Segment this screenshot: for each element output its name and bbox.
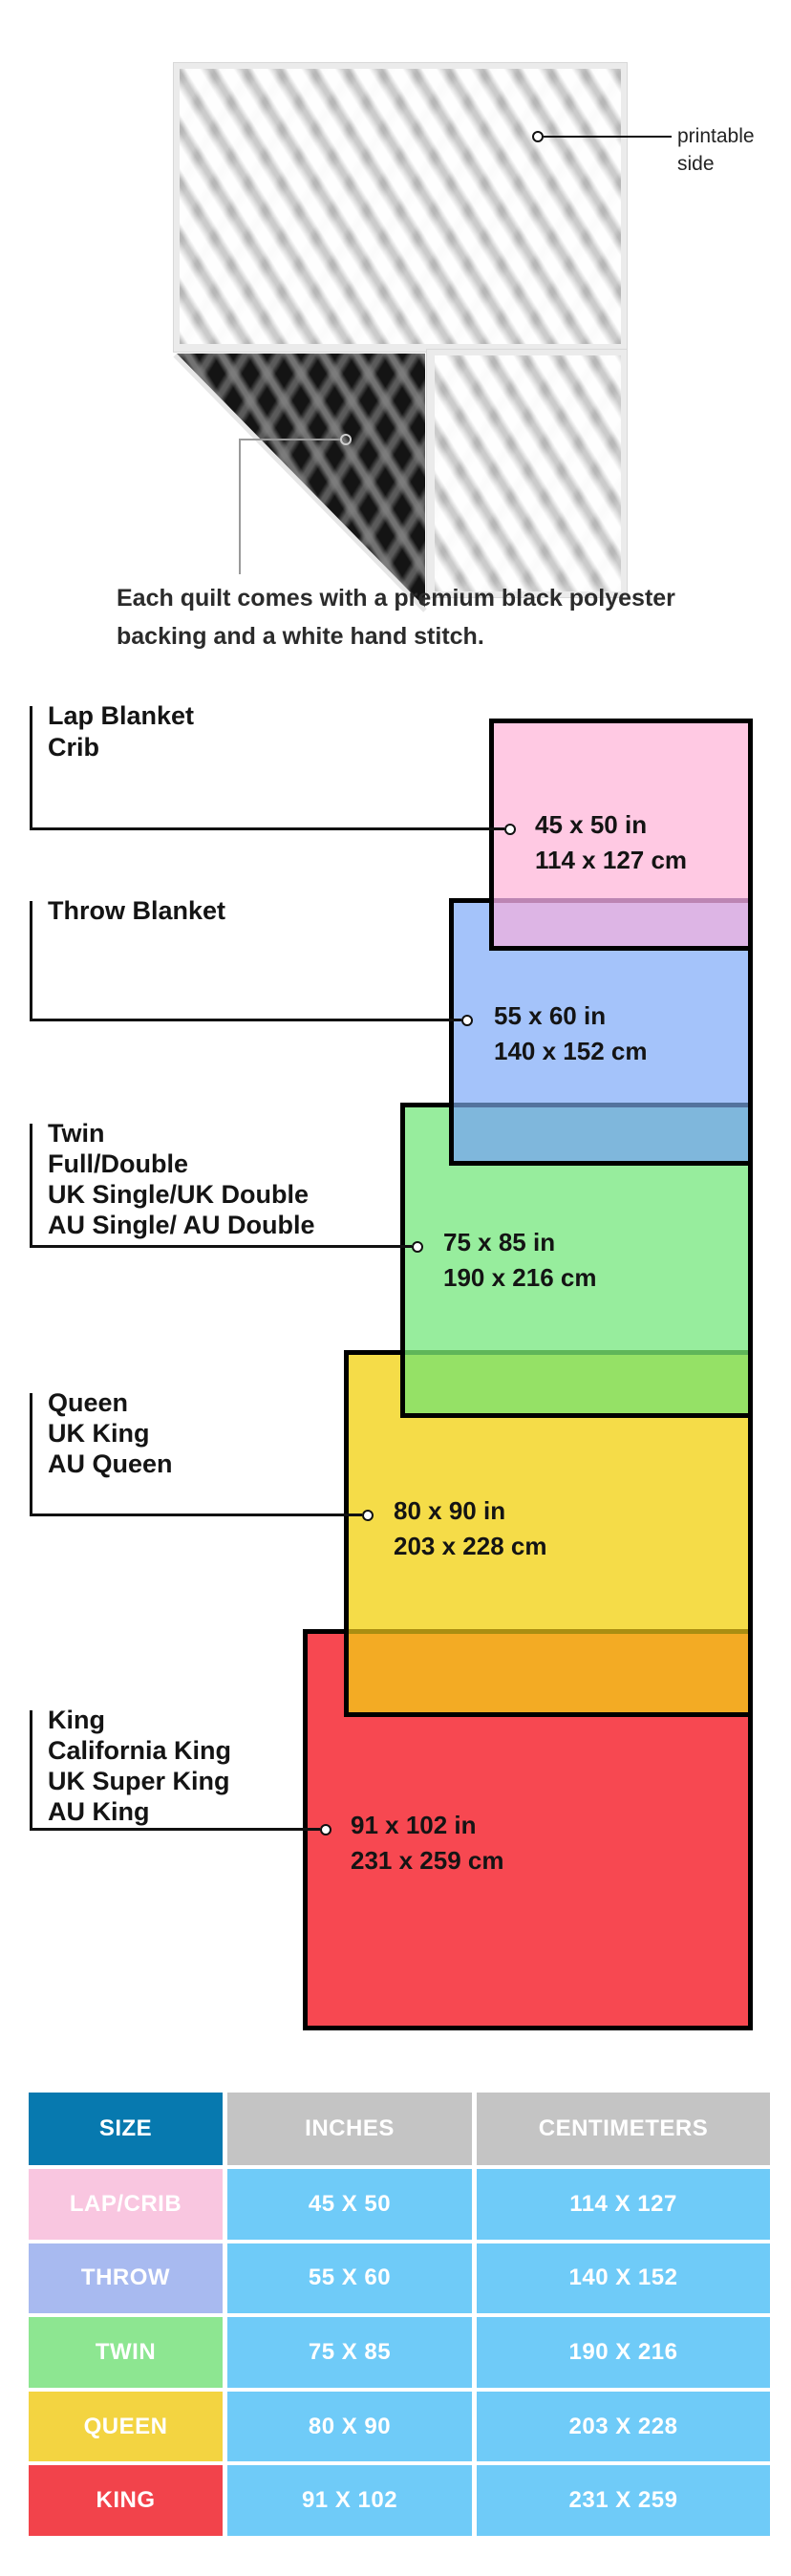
table-row-queen: QUEEN 80 X 90 203 X 228: [29, 2391, 770, 2462]
printable-side-label-line2: side: [677, 153, 715, 175]
label-line: Full/Double: [48, 1149, 188, 1178]
size-cell: THROW: [29, 2243, 223, 2314]
dimensions-cm: 140 x 152 cm: [494, 1037, 648, 1065]
label-line: AU Queen: [48, 1449, 173, 1478]
label-line: UK King: [48, 1419, 150, 1448]
dimensions-lap-crib: 45 x 50 in 114 x 127 cm: [535, 807, 687, 878]
black-backing-marker-dot: [340, 434, 352, 445]
quilt-caption-line2: backing and a white hand stitch.: [117, 623, 484, 650]
dimensions-inches: 55 x 60 in: [494, 1001, 607, 1030]
dimensions-inches: 91 x 102 in: [351, 1811, 477, 1839]
quilt-front-right: [427, 350, 627, 597]
printable-side-label: printable side: [677, 122, 755, 178]
printable-side-label-line1: printable: [677, 125, 755, 147]
cm-cell: 140 X 152: [477, 2243, 770, 2314]
size-table: SIZE INCHES CENTIMETERS LAP/CRIB 45 X 50…: [29, 2093, 770, 2536]
label-line: King: [48, 1706, 105, 1734]
table-row-throw: THROW 55 X 60 140 X 152: [29, 2243, 770, 2314]
label-line: AU Single/ AU Double: [48, 1211, 315, 1239]
marker-dot-king: [320, 1824, 331, 1835]
quilt-caption-line1: Each quilt comes with a premium black po…: [117, 585, 675, 612]
size-cell: QUEEN: [29, 2391, 223, 2462]
diagram-label-twin: Twin Full/Double UK Single/UK Double AU …: [48, 1118, 315, 1240]
table-row-king: KING 91 X 102 231 X 259: [29, 2465, 770, 2536]
header-cell-inches: INCHES: [227, 2093, 472, 2165]
header-cell-centimeters: CENTIMETERS: [477, 2093, 770, 2165]
cm-cell: 190 X 216: [477, 2317, 770, 2388]
marker-dot-queen: [362, 1510, 374, 1521]
dimensions-king: 91 x 102 in 231 x 259 cm: [351, 1808, 503, 1878]
dimensions-throw: 55 x 60 in 140 x 152 cm: [494, 998, 647, 1069]
size-cell: TWIN: [29, 2317, 223, 2388]
label-line: Twin: [48, 1119, 105, 1148]
leader-vline-lap-crib: [30, 706, 32, 830]
cm-cell: 231 X 259: [477, 2465, 770, 2536]
leader-hline-throw: [30, 1019, 461, 1021]
label-line: California King: [48, 1736, 232, 1765]
header-cell-size: SIZE: [29, 2093, 223, 2165]
quilt-front-top: [174, 63, 627, 352]
marker-dot-twin: [412, 1241, 423, 1253]
dimensions-inches: 80 x 90 in: [394, 1496, 506, 1525]
dimensions-queen: 80 x 90 in 203 x 228 cm: [394, 1493, 546, 1564]
leader-hline-lap-crib: [30, 827, 504, 830]
label-line: Throw Blanket: [48, 896, 226, 925]
black-backing-leader-line-horizontal: [239, 439, 342, 440]
size-table-header-row: SIZE INCHES CENTIMETERS: [29, 2093, 770, 2165]
leader-vline-king: [30, 1710, 32, 1830]
diagram-label-queen: Queen UK King AU Queen: [48, 1387, 173, 1479]
quilt-caption: Each quilt comes with a premium black po…: [117, 579, 675, 655]
table-row-twin: TWIN 75 X 85 190 X 216: [29, 2317, 770, 2388]
dimensions-inches: 45 x 50 in: [535, 810, 648, 839]
leader-hline-king: [30, 1828, 320, 1831]
label-line: Lap Blanket: [48, 701, 195, 730]
dimensions-twin: 75 x 85 in 190 x 216 cm: [443, 1225, 596, 1296]
inches-cell: 80 X 90: [227, 2391, 472, 2462]
cm-cell: 203 X 228: [477, 2391, 770, 2462]
inches-cell: 55 X 60: [227, 2243, 472, 2314]
marker-dot-throw: [461, 1015, 473, 1026]
cm-cell: 114 X 127: [477, 2169, 770, 2240]
overlap-band-lap-throw: [494, 898, 748, 946]
label-line: UK Super King: [48, 1767, 230, 1795]
leader-hline-queen: [30, 1513, 362, 1516]
overlap-band-throw-twin: [454, 1103, 748, 1161]
size-cell: KING: [29, 2465, 223, 2536]
table-row-lap-crib: LAP/CRIB 45 X 50 114 X 127: [29, 2169, 770, 2240]
size-cell: LAP/CRIB: [29, 2169, 223, 2240]
label-line: Crib: [48, 733, 99, 762]
label-line: UK Single/UK Double: [48, 1180, 310, 1209]
inches-cell: 91 X 102: [227, 2465, 472, 2536]
dimensions-cm: 190 x 216 cm: [443, 1263, 597, 1292]
dimensions-cm: 203 x 228 cm: [394, 1532, 547, 1560]
label-line: Queen: [48, 1388, 129, 1417]
leader-vline-twin: [30, 1124, 32, 1247]
overlap-band-queen-king: [349, 1629, 748, 1712]
leader-vline-queen: [30, 1393, 32, 1515]
dimensions-cm: 231 x 259 cm: [351, 1846, 504, 1875]
leader-hline-twin: [30, 1245, 412, 1248]
diagram-label-lap-crib: Lap Blanket Crib: [48, 700, 194, 763]
diagram-label-throw: Throw Blanket: [48, 895, 225, 927]
dimensions-inches: 75 x 85 in: [443, 1228, 556, 1256]
inches-cell: 45 X 50: [227, 2169, 472, 2240]
leader-vline-throw: [30, 901, 32, 1020]
label-line: AU King: [48, 1797, 150, 1826]
diagram-label-king: King California King UK Super King AU Ki…: [48, 1705, 231, 1827]
marker-dot-lap-crib: [504, 824, 516, 835]
dimensions-cm: 114 x 127 cm: [535, 846, 688, 874]
inches-cell: 75 X 85: [227, 2317, 472, 2388]
printable-side-leader-line: [544, 136, 672, 138]
printable-side-marker-dot: [532, 131, 544, 142]
black-backing-leader-line-vertical: [239, 439, 241, 574]
overlap-band-twin-queen: [405, 1350, 748, 1413]
